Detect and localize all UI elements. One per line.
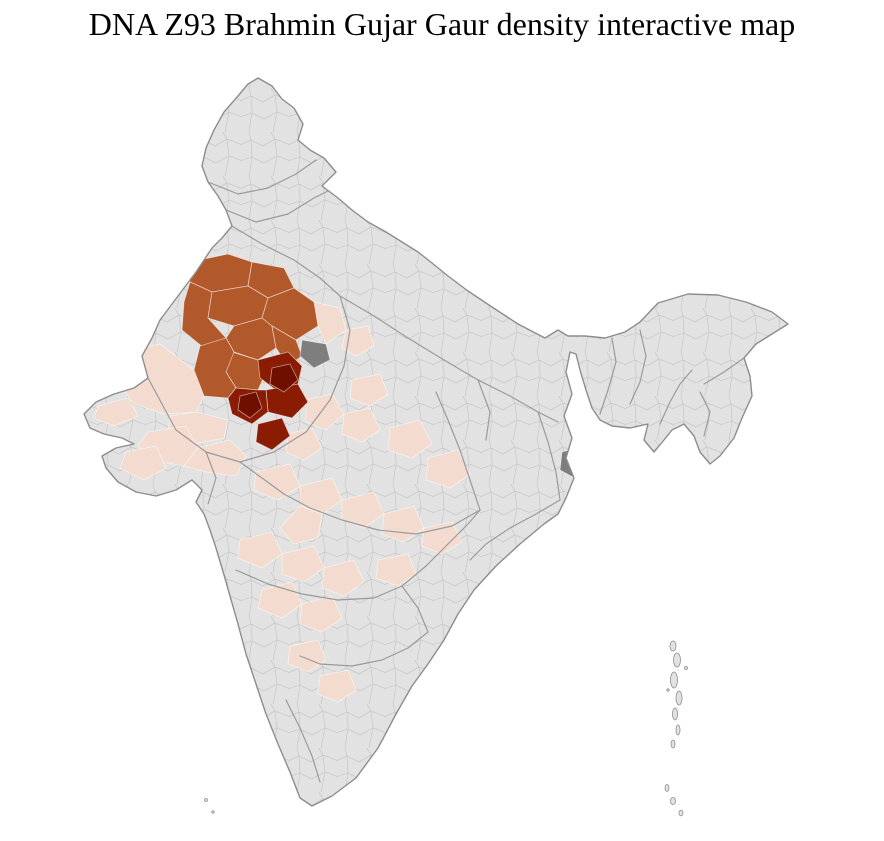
district-low[interactable] <box>317 669 357 703</box>
district-low[interactable] <box>93 397 139 427</box>
district-low[interactable] <box>279 505 323 545</box>
district-low[interactable] <box>349 373 389 407</box>
district-low[interactable] <box>237 531 283 569</box>
district-low[interactable] <box>253 463 301 501</box>
andaman-nicobar-islands[interactable] <box>664 640 688 817</box>
district-low[interactable] <box>281 545 325 583</box>
lakshadweep-islands[interactable] <box>204 798 215 814</box>
density-districts[interactable] <box>93 253 593 703</box>
district-low[interactable] <box>341 407 381 443</box>
district-low[interactable] <box>321 559 365 597</box>
district-low[interactable] <box>119 445 167 481</box>
district-low[interactable] <box>375 553 417 587</box>
district-low[interactable] <box>425 449 471 489</box>
district-low[interactable] <box>299 595 343 633</box>
district-low[interactable] <box>387 419 433 459</box>
page-title: DNA Z93 Brahmin Gujar Gaur density inter… <box>88 6 796 42</box>
district-low[interactable] <box>305 393 345 431</box>
district-max[interactable] <box>269 363 299 393</box>
district-low[interactable] <box>287 639 327 673</box>
district-low[interactable] <box>183 439 247 477</box>
district-low[interactable] <box>341 491 385 529</box>
district-gray[interactable] <box>299 339 331 369</box>
district-high[interactable] <box>255 417 291 451</box>
state-boundaries <box>147 159 745 783</box>
district-max[interactable] <box>237 391 263 419</box>
india-country-outline <box>83 77 789 807</box>
